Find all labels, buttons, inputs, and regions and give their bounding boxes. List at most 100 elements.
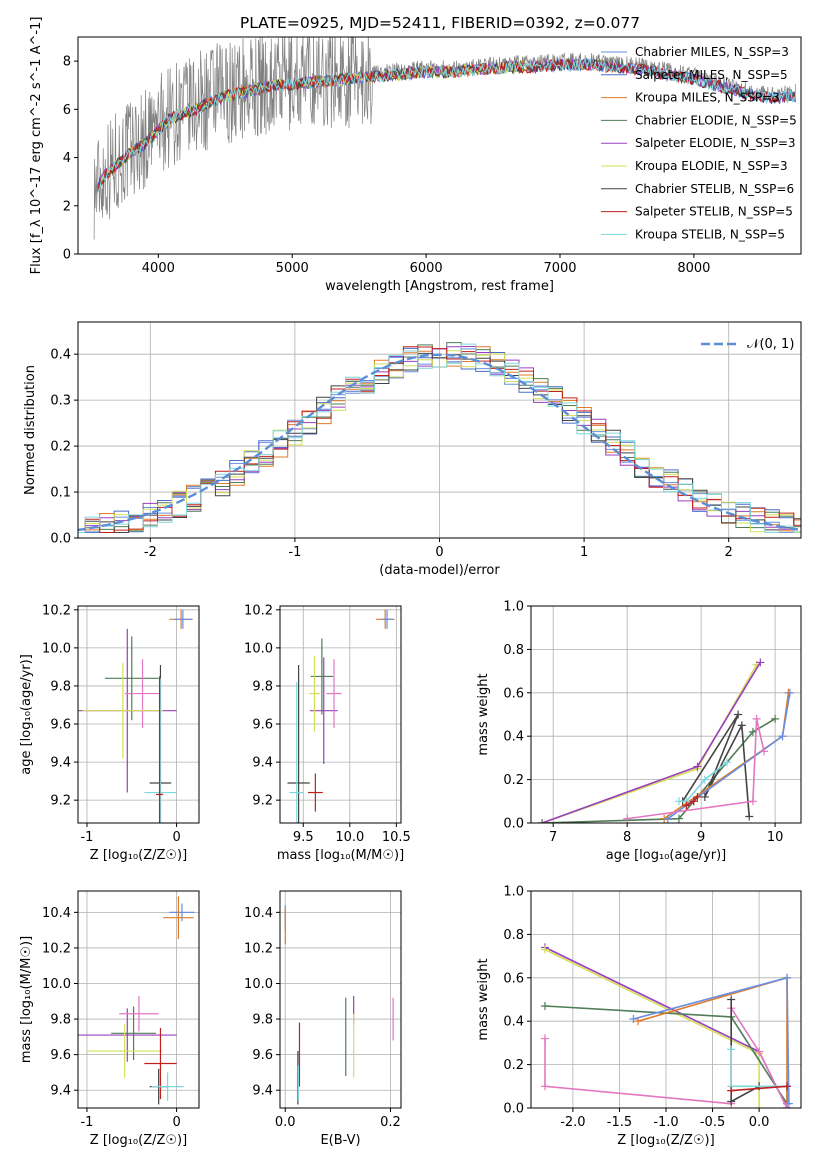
mass_vs_Z-y-tick-label: 9.8: [50, 1013, 71, 1028]
massweight_vs_Z-x-tick-label: -1.0: [653, 1115, 678, 1130]
massweight_vs_age-y-tick-label: 0.8: [503, 643, 524, 658]
massweight_vs_age-x-tick-label: 7: [549, 830, 557, 845]
spectrum-x-tick-label: 5000: [276, 261, 309, 276]
mass_vs_Z-x-tick-label: -1: [80, 1115, 93, 1130]
spectrum-legend-label: Kroupa MILES, N_SSP=3: [635, 91, 780, 105]
age_vs_mass-x-axis-label: mass [log₁₀(M/M☉)]: [277, 848, 404, 863]
massweight_vs_age-point-marker: [756, 658, 765, 667]
residuals-x-axis-label: (data-model)/error: [379, 563, 500, 578]
massweight_vs_age-point-marker: [734, 710, 743, 719]
massweight_vs_Z-plot-area: [540, 943, 793, 1108]
spectrum-model-line: [96, 58, 797, 195]
residuals-y-tick-label: 0.2: [50, 440, 71, 455]
age_vs_Z-x-tick-label: -1: [80, 830, 93, 845]
massweight_vs_age-point-marker: [623, 814, 632, 823]
massweight_vs_Z-y-tick-label: 0.0: [503, 1102, 524, 1117]
gaussian-legend-label: 𝒩(0, 1): [747, 337, 794, 352]
mass_vs_ebv-y-tick-label: 9.6: [252, 1048, 273, 1063]
mass_vs_Z-x-tick-label: 0: [172, 1115, 180, 1130]
age_vs_Z-frame: [77, 605, 200, 824]
spectrum-x-tick-label: 7000: [543, 261, 576, 276]
massweight_vs_Z-point-marker: [783, 1082, 792, 1091]
massweight_vs_Z-point-marker: [727, 1045, 736, 1054]
massweight_vs_Z-point-marker: [783, 973, 792, 982]
age_vs_mass-y-tick-label: 10.2: [244, 603, 273, 618]
massweight_vs_Z-series-line: [731, 1085, 788, 1092]
mass_vs_Z-plot-area: [78, 896, 195, 1105]
massweight_vs_Z-series-line: [633, 976, 790, 1104]
massweight_vs_Z-point-marker: [629, 1015, 638, 1024]
massweight_vs_age-y-tick-label: 1.0: [503, 600, 524, 615]
massweight_vs_Z-y-tick-label: 1.0: [503, 885, 524, 900]
residuals-x-tick-label: 2: [725, 545, 733, 560]
mass_vs_ebv-x-tick-label: 0.2: [380, 1115, 401, 1130]
age_vs_Z-y-tick-label: 10.2: [42, 603, 71, 618]
massweight_vs_Z-point-marker: [540, 1002, 549, 1011]
mass_vs_Z-y-tick-label: 9.4: [50, 1084, 71, 1099]
mass_vs_Z-frame: [77, 890, 200, 1109]
mass_vs_Z-y-tick-label: 10.4: [42, 906, 71, 921]
massweight_vs_age-y-tick-label: 0.4: [503, 730, 524, 745]
massweight_vs_age-point-marker: [760, 747, 769, 756]
spectrum-x-tick-label: 4000: [142, 261, 175, 276]
spectrum-legend-label: Chabrier MILES, N_SSP=3: [635, 45, 789, 59]
mass_vs_Z-y-axis-label: mass [log₁₀(M/M☉)]: [19, 936, 34, 1063]
massweight_vs_age-x-tick-label: 9: [697, 830, 705, 845]
massweight_vs_Z-point-marker: [783, 1104, 792, 1108]
gaussian-curve: [78, 353, 801, 532]
residuals-y-tick-label: 0.4: [50, 348, 71, 363]
age_vs_Z-y-axis-label: age [log₁₀(age/yr)]: [19, 654, 34, 775]
massweight_vs_Z-x-tick-label: -1.5: [607, 1115, 632, 1130]
mass_vs_ebv-y-tick-label: 9.8: [252, 1013, 273, 1028]
massweight_vs_age-point-marker: [752, 714, 761, 723]
massweight_vs_age-point-marker: [674, 814, 683, 823]
massweight_vs_age-point-marker: [737, 721, 746, 730]
massweight_vs_Z-frame: [530, 890, 802, 1109]
massweight_vs_age-series-line: [627, 718, 765, 820]
mass_vs_Z-y-tick-label: 9.6: [50, 1048, 71, 1063]
spectrum-legend-label: Salpeter STELIB, N_SSP=5: [635, 205, 793, 219]
massweight_vs_Z-y-axis-label: mass weight: [476, 958, 491, 1040]
massweight_vs_age-point-marker: [771, 714, 780, 723]
massweight_vs_age-y-tick-label: 0.0: [503, 817, 524, 832]
mass_vs_Z-y-tick-label: 10.0: [42, 977, 71, 992]
massweight_vs_age-x-axis-label: age [log₁₀(age/yr)]: [606, 848, 727, 863]
massweight_vs_age-point-marker: [700, 775, 709, 784]
spectrum-plot-area: [93, 37, 797, 240]
massweight_vs_age-y-tick-label: 0.6: [503, 686, 524, 701]
massweight_vs_Z-point-marker: [784, 1099, 793, 1108]
age_vs_Z-plot-area: [78, 609, 193, 823]
massweight_vs_age-point-marker: [748, 797, 757, 806]
mass_vs_ebv-plot-area: [284, 905, 394, 1105]
residuals-y-tick-label: 0.0: [50, 532, 71, 547]
massweight_vs_age-y-axis-label: mass weight: [476, 673, 491, 755]
age_vs_Z-x-axis-label: Z [log₁₀(Z/Z☉)]: [90, 848, 187, 863]
spectrum-legend-label: Chabrier STELIB, N_SSP=6: [635, 182, 794, 196]
massweight_vs_age-point-marker: [674, 797, 683, 806]
massweight_vs_Z-point-marker: [540, 1082, 549, 1091]
residual-histogram: [78, 346, 801, 533]
massweight_vs_Z-x-tick-label: 0.0: [749, 1115, 770, 1130]
massweight_vs_age-point-marker: [700, 792, 709, 801]
residuals-y-axis-label: Normed distribution: [23, 365, 38, 495]
residuals-x-tick-label: -2: [144, 545, 157, 560]
massweight_vs_age-plot-area: [538, 658, 794, 823]
mass_vs_ebv-y-tick-label: 10.4: [244, 906, 273, 921]
spectrum-title: PLATE=0925, MJD=52411, FIBERID=0392, z=0…: [240, 14, 640, 32]
residuals-frame: [77, 321, 802, 539]
age_vs_mass-x-tick-label: 9.5: [293, 830, 314, 845]
massweight_vs_age-point-marker: [538, 819, 547, 823]
massweight_vs_Z-y-tick-label: 0.2: [503, 1058, 524, 1073]
mass_vs_ebv-frame: [279, 890, 402, 1109]
massweight_vs_Z-y-tick-label: 0.4: [503, 1015, 524, 1030]
age_vs_Z-y-tick-label: 9.2: [50, 794, 71, 809]
mass_vs_ebv-y-tick-label: 10.0: [244, 977, 273, 992]
massweight_vs_age-series-line: [541, 664, 758, 823]
spectrum-x-tick-label: 8000: [677, 261, 710, 276]
spectrum-y-tick-label: 8: [63, 55, 71, 70]
age_vs_mass-x-tick-label: 10.5: [382, 830, 411, 845]
residuals-x-tick-label: 1: [580, 545, 588, 560]
age_vs_mass-x-tick-label: 10.0: [335, 830, 364, 845]
